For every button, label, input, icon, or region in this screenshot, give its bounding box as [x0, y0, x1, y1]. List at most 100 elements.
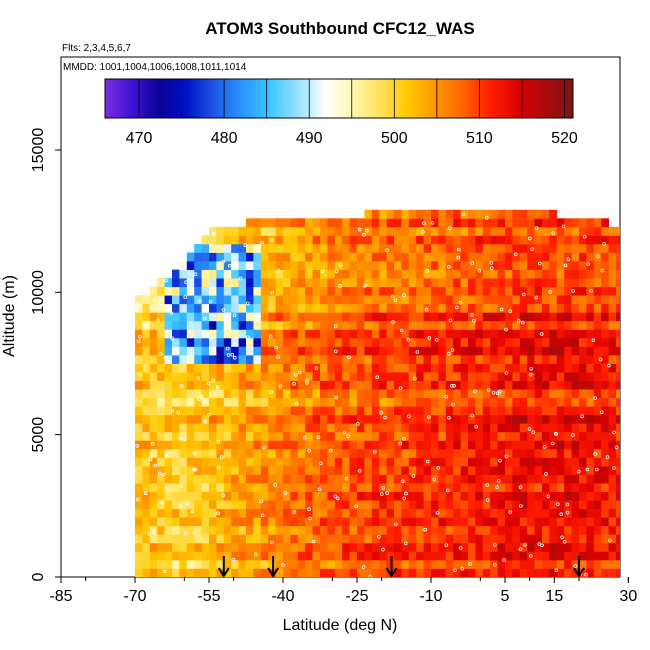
heatmap-cell: [297, 235, 306, 245]
heatmap-cell: [527, 551, 535, 561]
heatmap-cell: [593, 568, 602, 577]
sample-point: [138, 373, 142, 377]
heatmap-cell: [416, 226, 424, 236]
heatmap-cell: [549, 406, 558, 416]
heatmap-cell: [179, 542, 188, 552]
heatmap-cell: [135, 423, 143, 433]
sample-point: [530, 247, 535, 251]
heatmap-cell: [601, 525, 609, 535]
heatmap-cell: [505, 295, 513, 305]
heatmap-cell: [253, 354, 262, 364]
heatmap-cell: [142, 440, 151, 450]
heatmap-cell: [290, 431, 299, 441]
sample-point: [375, 375, 380, 380]
heatmap-cell: [253, 269, 262, 279]
heatmap-cell: [179, 414, 188, 424]
heatmap-cell: [260, 389, 269, 399]
heatmap-cell: [616, 431, 620, 441]
heatmap-cell: [512, 568, 521, 577]
heatmap-cell: [601, 218, 609, 228]
heatmap-cell: [623, 295, 631, 304]
heatmap-cell: [209, 226, 217, 236]
heatmap-cell: [482, 414, 491, 424]
sample-point: [398, 386, 403, 390]
heatmap-cell: [164, 406, 173, 416]
heatmap-cell: [386, 312, 395, 322]
heatmap-cell: [216, 354, 225, 364]
heatmap-cell: [438, 483, 447, 492]
heatmap-cell: [638, 287, 646, 296]
heatmap-cell: [586, 517, 595, 527]
heatmap-cell: [179, 269, 188, 279]
sample-point: [363, 283, 367, 288]
heatmap-cell: [194, 252, 202, 262]
heatmap-cell: [482, 261, 491, 270]
heatmap-cell: [246, 354, 254, 364]
sample-point: [357, 468, 362, 473]
sample-point: [334, 395, 339, 400]
heatmap-cell: [468, 551, 476, 561]
heatmap-cell: [253, 278, 262, 288]
heatmap-cell: [505, 243, 513, 253]
heatmap-cell: [579, 243, 587, 253]
heatmap-cell: [445, 431, 454, 441]
heatmap-cell: [579, 474, 587, 484]
heatmap-cell: [238, 440, 247, 450]
heatmap-cell: [601, 380, 609, 390]
heatmap-cell: [334, 406, 343, 416]
heatmap-cell: [157, 465, 165, 475]
heatmap-cell: [290, 320, 299, 330]
heatmap-cell: [349, 406, 358, 416]
heatmap-cell: [468, 372, 476, 381]
heatmap-cell: [512, 226, 521, 236]
heatmap-cell: [179, 261, 188, 270]
heatmap-cell: [238, 500, 247, 510]
heatmap-cell: [616, 542, 620, 552]
sample-point: [215, 386, 220, 391]
heatmap-cell: [320, 397, 328, 407]
heatmap-cell: [201, 363, 210, 373]
heatmap-cell: [445, 320, 454, 330]
heatmap-cell: [149, 559, 158, 569]
heatmap-cell: [586, 312, 595, 322]
heatmap-cell: [512, 397, 521, 407]
heatmap-cell: [238, 312, 247, 322]
heatmap-cell: [223, 423, 232, 433]
heatmap-cell: [312, 423, 321, 433]
heatmap-cell: [475, 372, 484, 381]
heatmap-cell: [586, 414, 595, 424]
heatmap-cell: [608, 286, 617, 296]
heatmap-cell: [631, 355, 639, 364]
heatmap-cell: [216, 483, 225, 492]
sample-point: [584, 572, 588, 577]
heatmap-cell: [386, 389, 395, 399]
heatmap-cell: [534, 209, 543, 219]
heatmap-cell: [616, 269, 620, 279]
heatmap-cell: [638, 551, 646, 560]
heatmap-cell: [172, 295, 180, 305]
heatmap-cell: [460, 525, 469, 535]
heatmap-cell: [246, 303, 254, 313]
heatmap-cell: [157, 431, 165, 441]
heatmap-cell: [268, 525, 276, 535]
heatmap-cell: [172, 363, 180, 373]
heatmap-cell: [616, 397, 620, 407]
heatmap-cell: [371, 397, 380, 407]
heatmap-cell: [209, 568, 217, 577]
heatmap-cell: [593, 448, 602, 458]
heatmap-cell: [349, 500, 358, 510]
heatmap-cell: [564, 226, 572, 236]
heatmap-cell: [586, 431, 595, 441]
heatmap-cell: [601, 423, 609, 433]
heatmap-cell: [342, 337, 350, 347]
heatmap-cell: [135, 346, 143, 356]
heatmap-cell: [445, 568, 454, 577]
heatmap-cell: [149, 303, 158, 313]
heatmap-cell: [505, 457, 513, 467]
heatmap-cell: [564, 286, 572, 296]
heatmap-cell: [423, 269, 432, 279]
heatmap-cell: [334, 559, 343, 569]
heatmap-cell: [275, 269, 284, 279]
heatmap-cell: [497, 235, 506, 245]
heatmap-cell: [297, 508, 306, 518]
